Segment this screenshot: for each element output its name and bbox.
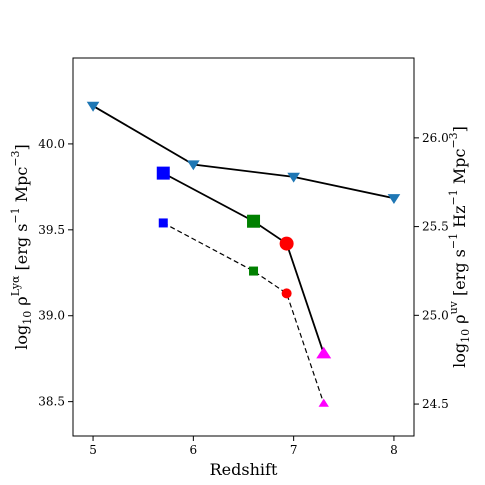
data-point [249, 266, 259, 276]
data-point [387, 194, 401, 204]
y-right-tick-label: 25.0 [422, 308, 449, 322]
data-point [156, 166, 170, 180]
svg-text:log10 ρLyα [erg s−1 Mpc−3]: log10 ρLyα [erg s−1 Mpc−3] [9, 144, 34, 350]
data-point [281, 288, 292, 299]
x-axis-title: Redshift [210, 460, 278, 479]
y-axis-left-title: log10 ρLyα [erg s−1 Mpc−3] [9, 144, 34, 350]
series-line-0 [92, 105, 395, 200]
y-left-tick-label: 39.0 [38, 309, 65, 323]
axis-ticks: 5 6 7 8 38.5 39.0 39.5 40.0 24.5 25.0 25.5 26.0 [38, 131, 448, 457]
x-tick-label: 8 [390, 443, 398, 457]
data-point [247, 214, 261, 228]
y-axis-right-title: log10 ρuv [erg s−1 Hz−1 Mpc−3] [447, 126, 472, 368]
y-right-tick-label: 24.5 [422, 397, 449, 411]
svg-text:log10 ρuv [erg s−1 Hz−1 Mpc−3]: log10 ρuv [erg s−1 Hz−1 Mpc−3] [447, 126, 472, 368]
plot-frame [72, 57, 415, 437]
x-tick-label: 7 [290, 443, 298, 457]
data-point [86, 101, 100, 112]
data-point [279, 236, 294, 251]
data-point [318, 398, 329, 407]
data-point [187, 160, 200, 171]
data-point [287, 172, 300, 183]
x-tick-label: 5 [89, 443, 97, 457]
y-left-tick-label: 40.0 [38, 137, 65, 151]
series-line-2 [162, 222, 325, 404]
y-left-tick-label: 39.5 [38, 223, 65, 237]
y-right-tick-label: 26.0 [422, 131, 449, 145]
x-tick-label: 6 [190, 443, 198, 457]
series-markers [86, 101, 401, 407]
series-lines [92, 105, 395, 404]
data-point [316, 346, 332, 359]
y-left-tick-label: 38.5 [38, 395, 65, 409]
data-point [158, 218, 168, 228]
series-line-1 [162, 172, 325, 354]
y-right-tick-label: 25.5 [422, 220, 449, 234]
